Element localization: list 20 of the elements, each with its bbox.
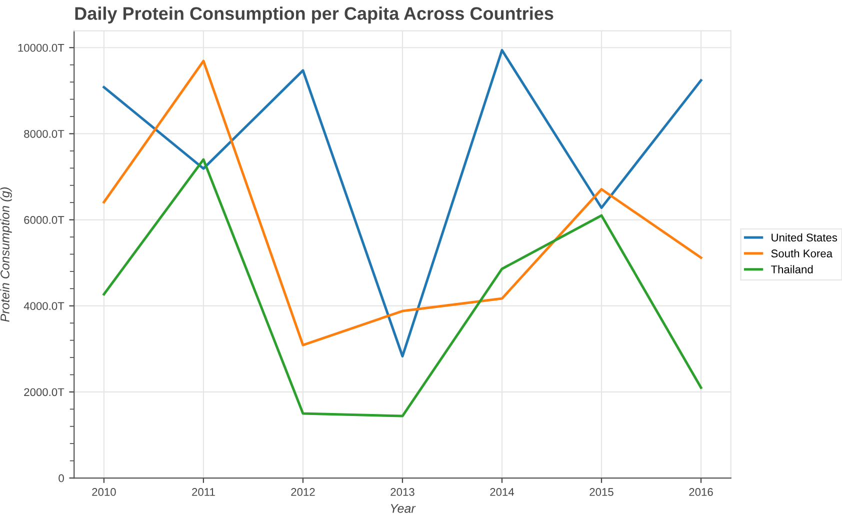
x-tick-label: 2013 — [390, 488, 414, 496]
x-tick-label: 2015 — [590, 488, 614, 496]
x-tick-label: 2011 — [192, 488, 215, 496]
x-tick-label: 2014 — [490, 488, 514, 496]
y-tick-label: 0 — [58, 474, 64, 482]
legend-label: Thailand — [771, 265, 813, 274]
y-tick-label: 6000.0T — [24, 216, 64, 224]
y-tick-label: 10000.0T — [18, 44, 64, 52]
line-series — [102, 158, 702, 418]
y-tick-label: 4000.0T — [24, 302, 64, 310]
x-axis-title: Year — [390, 504, 416, 513]
y-axis-title: Protein Consumption (g) — [0, 187, 12, 322]
x-tick-label: 2012 — [291, 488, 315, 496]
chart-title: Daily Protein Consumption per Capita Across Countries — [75, 6, 554, 24]
legend-label: United States — [772, 233, 838, 242]
x-tick-label: 2010 — [92, 488, 116, 496]
legend-label: South Korea — [771, 249, 833, 258]
y-tick-label: 8000.0T — [24, 130, 64, 138]
x-tick-label: 2016 — [689, 488, 713, 496]
y-tick-label: 2000.0T — [24, 388, 64, 396]
